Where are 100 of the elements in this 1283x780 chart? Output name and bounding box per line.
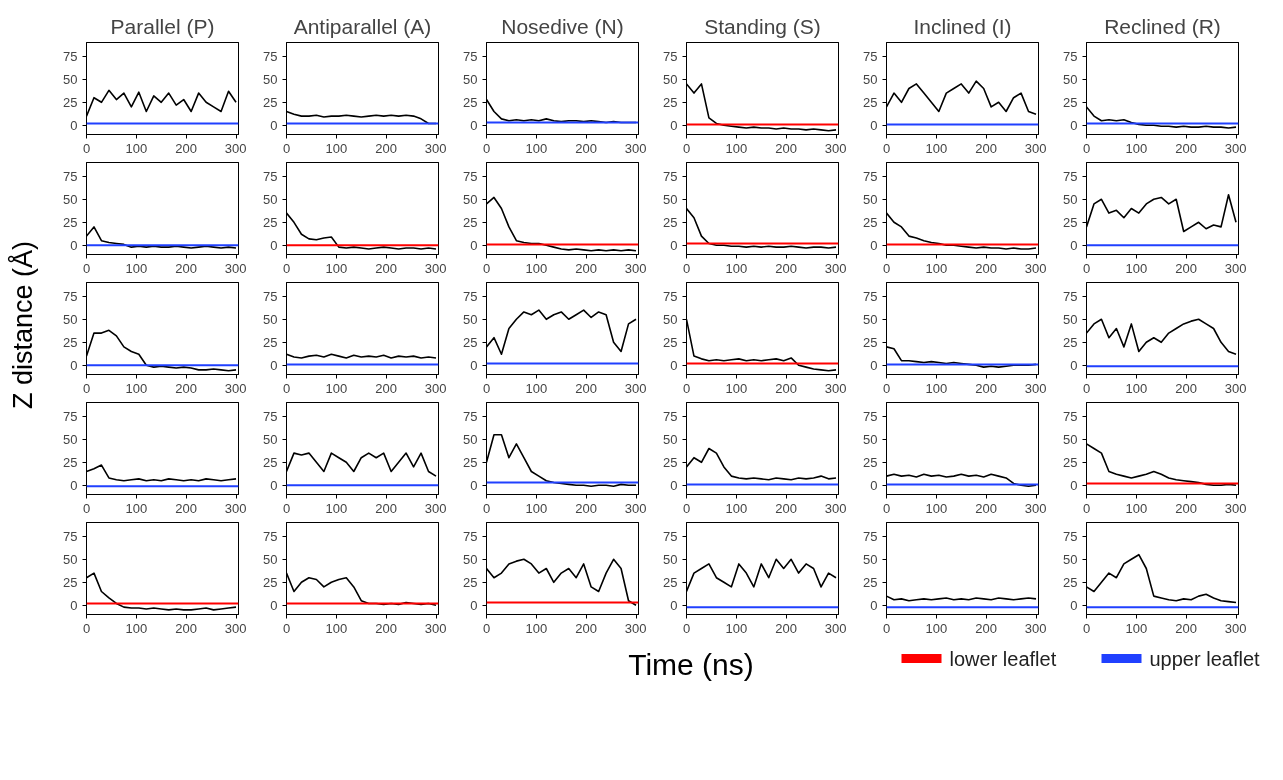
- x-tick-label: 200: [1175, 380, 1198, 396]
- x-tick-label: 100: [925, 620, 948, 636]
- x-tick-label: 0: [482, 620, 491, 636]
- x-tick-label: 200: [975, 620, 998, 636]
- chart-title: Nosedive (N): [501, 14, 624, 38]
- x-tick-label: 200: [575, 260, 598, 276]
- x-tick-label: 100: [925, 380, 948, 396]
- y-tick-label: 75: [1063, 408, 1078, 424]
- x-tick-label: 100: [325, 500, 348, 516]
- x-tick-label: 0: [682, 380, 691, 396]
- x-tick-label: 0: [1082, 140, 1091, 156]
- x-tick-label: 100: [525, 260, 548, 276]
- x-tick-label: 100: [125, 500, 148, 516]
- x-tick-label: 300: [224, 380, 247, 396]
- y-tick-label: 25: [263, 454, 278, 470]
- y-tick-label: 75: [63, 168, 78, 184]
- y-tick-label: 25: [863, 94, 878, 110]
- x-tick-label: 100: [725, 380, 748, 396]
- y-tick-label: 75: [263, 288, 278, 304]
- y-tick-label: 0: [70, 597, 78, 613]
- x-tick-label: 200: [575, 620, 598, 636]
- y-tick-label: 25: [1063, 334, 1078, 350]
- x-tick-label: 0: [682, 140, 691, 156]
- y-tick-label: 25: [863, 214, 878, 230]
- x-tick-label: 100: [725, 260, 748, 276]
- x-tick-label: 300: [1224, 500, 1247, 516]
- x-tick-label: 300: [824, 380, 847, 396]
- x-tick-label: 100: [525, 500, 548, 516]
- y-tick-label: 75: [663, 408, 678, 424]
- x-tick-label: 100: [925, 260, 948, 276]
- x-tick-label: 200: [1175, 140, 1198, 156]
- x-tick-label: 200: [375, 380, 398, 396]
- y-tick-label: 25: [663, 334, 678, 350]
- x-tick-label: 0: [282, 380, 291, 396]
- y-tick-label: 25: [463, 574, 478, 590]
- x-tick-label: 300: [624, 140, 647, 156]
- x-tick-label: 0: [882, 620, 891, 636]
- y-tick-label: 50: [463, 551, 478, 567]
- x-tick-label: 0: [882, 500, 891, 516]
- y-tick-label: 0: [870, 237, 878, 253]
- y-tick-label: 50: [63, 431, 78, 447]
- x-tick-label: 0: [882, 260, 891, 276]
- x-tick-label: 200: [1175, 620, 1198, 636]
- y-tick-label: 50: [263, 431, 278, 447]
- y-tick-label: 0: [670, 357, 678, 373]
- x-tick-label: 200: [375, 500, 398, 516]
- y-tick-label: 0: [1070, 477, 1078, 493]
- y-tick-label: 75: [463, 288, 478, 304]
- x-tick-label: 200: [175, 620, 198, 636]
- x-tick-label: 300: [824, 260, 847, 276]
- y-tick-label: 0: [470, 597, 478, 613]
- y-tick-label: 50: [1063, 191, 1078, 207]
- x-tick-label: 200: [775, 140, 798, 156]
- y-tick-label: 25: [1063, 214, 1078, 230]
- y-tick-label: 50: [663, 311, 678, 327]
- y-tick-label: 75: [863, 528, 878, 544]
- y-tick-label: 75: [863, 48, 878, 64]
- y-tick-label: 25: [63, 214, 78, 230]
- chart-title: Reclined (R): [1104, 14, 1221, 38]
- x-tick-label: 100: [525, 620, 548, 636]
- y-tick-label: 0: [670, 237, 678, 253]
- x-tick-label: 100: [325, 620, 348, 636]
- y-tick-label: 0: [270, 597, 278, 613]
- y-tick-label: 50: [1063, 551, 1078, 567]
- y-tick-label: 25: [663, 454, 678, 470]
- x-tick-label: 0: [82, 500, 91, 516]
- x-tick-label: 100: [925, 140, 948, 156]
- x-tick-label: 300: [624, 260, 647, 276]
- chart-title: Standing (S): [704, 14, 821, 38]
- x-tick-label: 300: [424, 260, 447, 276]
- y-tick-label: 75: [663, 48, 678, 64]
- y-tick-label: 25: [63, 334, 78, 350]
- x-tick-label: 200: [975, 260, 998, 276]
- x-tick-label: 200: [175, 500, 198, 516]
- x-tick-label: 0: [482, 140, 491, 156]
- x-tick-label: 200: [975, 500, 998, 516]
- y-tick-label: 75: [663, 528, 678, 544]
- y-tick-label: 25: [663, 94, 678, 110]
- x-tick-label: 100: [125, 380, 148, 396]
- x-tick-label: 200: [375, 140, 398, 156]
- y-tick-label: 25: [863, 574, 878, 590]
- x-tick-label: 0: [282, 620, 291, 636]
- x-tick-label: 100: [925, 500, 948, 516]
- x-tick-label: 100: [525, 380, 548, 396]
- x-tick-label: 200: [975, 380, 998, 396]
- x-tick-label: 200: [775, 380, 798, 396]
- x-tick-label: 0: [82, 380, 91, 396]
- y-tick-label: 50: [663, 191, 678, 207]
- x-tick-label: 300: [1024, 620, 1047, 636]
- y-tick-label: 75: [263, 48, 278, 64]
- y-tick-label: 0: [1070, 117, 1078, 133]
- y-tick-label: 50: [263, 551, 278, 567]
- x-tick-label: 0: [1082, 620, 1091, 636]
- y-tick-label: 50: [863, 431, 878, 447]
- y-tick-label: 75: [463, 528, 478, 544]
- x-tick-label: 300: [224, 140, 247, 156]
- y-tick-label: 25: [263, 574, 278, 590]
- x-tick-label: 200: [575, 380, 598, 396]
- x-tick-label: 0: [82, 620, 91, 636]
- y-tick-label: 0: [870, 477, 878, 493]
